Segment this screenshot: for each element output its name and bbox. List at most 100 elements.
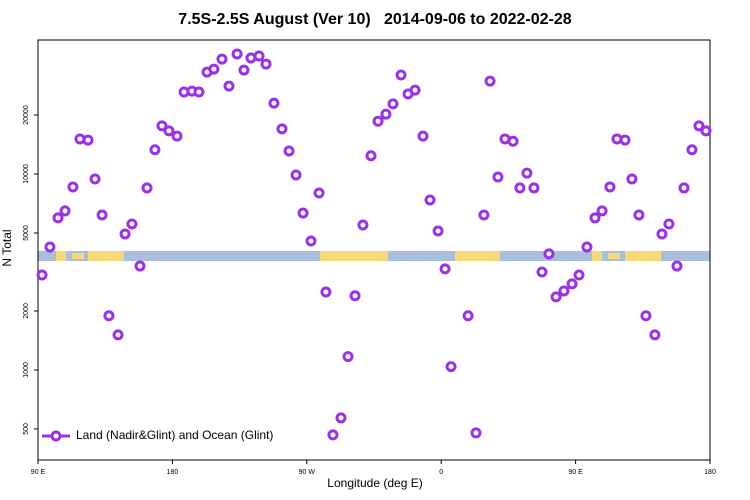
data-point	[141, 182, 153, 194]
data-point	[283, 145, 295, 157]
data-point	[409, 84, 421, 96]
data-point	[521, 167, 533, 179]
data-point	[700, 125, 712, 137]
data-point	[313, 187, 325, 199]
data-point	[208, 63, 220, 75]
y-axis-label: N Total	[0, 229, 14, 266]
data-point	[589, 212, 601, 224]
data-point	[349, 290, 361, 302]
data-point	[223, 80, 235, 92]
data-point	[96, 209, 108, 221]
data-point	[417, 130, 429, 142]
data-point	[604, 181, 616, 193]
x-tick-label: 180	[167, 469, 179, 476]
data-point	[470, 427, 482, 439]
land-patch	[320, 251, 388, 261]
data-point	[357, 219, 369, 231]
data-point	[305, 235, 317, 247]
land-patch	[88, 251, 124, 261]
data-point	[260, 58, 272, 70]
data-point	[663, 218, 675, 230]
data-point	[59, 205, 71, 217]
data-point	[686, 144, 698, 156]
x-tick-label: 180	[704, 469, 716, 476]
data-point	[626, 173, 638, 185]
x-tick-label: 90 W	[299, 469, 316, 476]
data-point	[445, 361, 457, 373]
data-point	[297, 207, 309, 219]
y-tick-label: 1000	[23, 362, 30, 378]
data-point	[238, 64, 250, 76]
data-point	[126, 218, 138, 230]
data-point	[36, 269, 48, 281]
data-point	[320, 286, 332, 298]
data-point	[268, 97, 280, 109]
x-tick-label: 90 E	[568, 469, 583, 476]
legend-marker	[50, 430, 62, 442]
data-point	[581, 241, 593, 253]
data-point	[156, 120, 168, 132]
data-point	[82, 134, 94, 146]
data-point	[649, 329, 661, 341]
x-axis-label: Longitude (deg E)	[327, 476, 422, 490]
data-point	[52, 212, 64, 224]
chart-title: 7.5S-2.5S August (Ver 10) 2014-09-06 to …	[178, 11, 571, 28]
data-point	[103, 310, 115, 322]
data-point	[253, 50, 265, 62]
data-point	[216, 53, 228, 65]
data-point	[671, 260, 683, 272]
data-point	[478, 209, 490, 221]
y-tick-label: 2000	[23, 303, 30, 319]
land-ocean-strip	[38, 251, 710, 261]
data-point	[119, 228, 131, 240]
data-point	[566, 278, 578, 290]
data-point	[432, 225, 444, 237]
x-tick-label: 90 E	[31, 469, 46, 476]
land-patch	[455, 251, 500, 261]
data-point	[387, 98, 399, 110]
data-point	[231, 48, 243, 60]
data-point	[596, 205, 608, 217]
land-patch	[625, 251, 661, 261]
data-point	[640, 310, 652, 322]
data-point	[536, 266, 548, 278]
data-point	[633, 209, 645, 221]
data-point	[550, 291, 562, 303]
data-point	[163, 125, 175, 137]
land-patch	[592, 251, 602, 261]
data-point	[678, 182, 690, 194]
data-point	[693, 120, 705, 132]
land-patch	[608, 253, 620, 259]
y-tick-label: 20000	[23, 105, 30, 125]
data-point	[276, 123, 288, 135]
data-point	[171, 130, 183, 142]
data-point	[290, 169, 302, 181]
data-point	[439, 263, 451, 275]
data-point	[573, 269, 585, 281]
data-point	[327, 429, 339, 441]
data-point	[89, 173, 101, 185]
legend-label: Land (Nadir&Glint) and Ocean (Glint)	[76, 428, 273, 442]
data-point	[462, 310, 474, 322]
data-point	[424, 194, 436, 206]
data-point	[193, 86, 205, 98]
data-point	[335, 412, 347, 424]
data-point	[492, 171, 504, 183]
data-point	[134, 260, 146, 272]
data-point	[528, 182, 540, 194]
data-point	[112, 329, 124, 341]
data-point	[342, 351, 354, 363]
data-point	[149, 144, 161, 156]
data-point	[67, 181, 79, 193]
data-point	[656, 228, 668, 240]
data-point	[380, 108, 392, 120]
data-point	[365, 150, 377, 162]
x-tick-label: 0	[439, 469, 443, 476]
data-point	[395, 69, 407, 81]
data-point	[484, 75, 496, 87]
land-patch	[72, 253, 84, 259]
data-point	[514, 182, 526, 194]
data-point	[44, 241, 56, 253]
data-point	[619, 134, 631, 146]
